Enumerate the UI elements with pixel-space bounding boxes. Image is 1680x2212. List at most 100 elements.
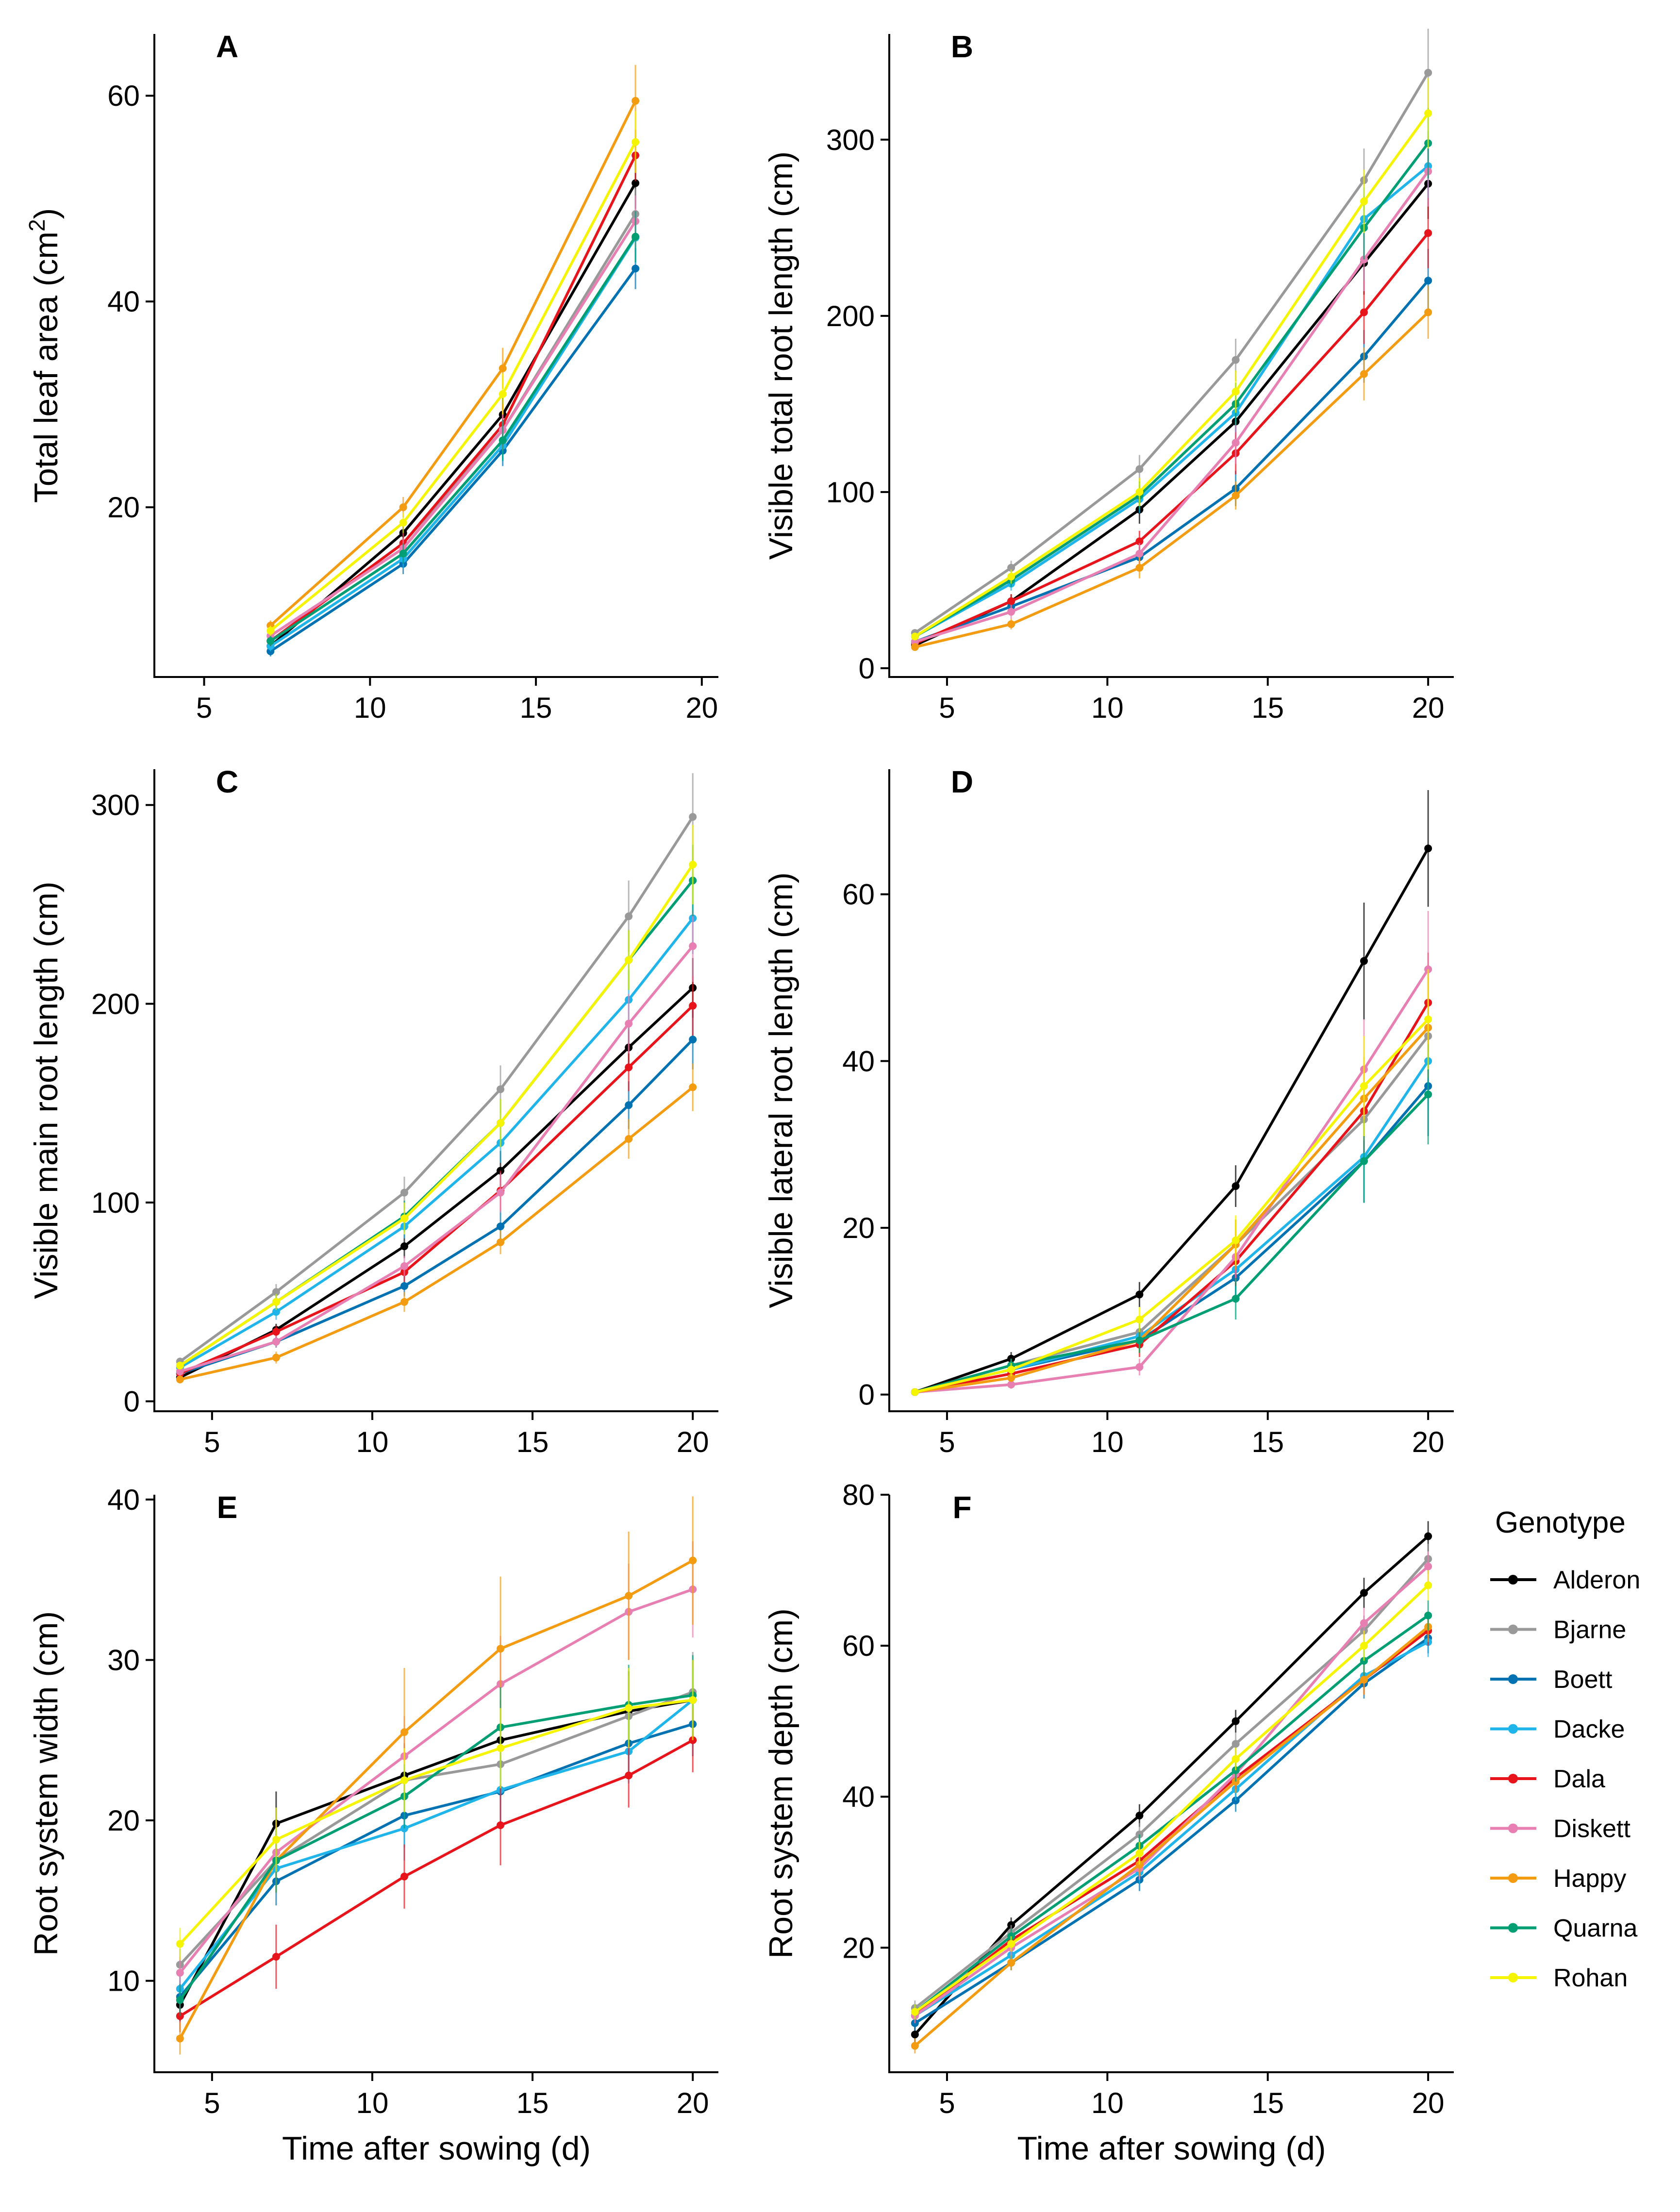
series-line xyxy=(180,1086,694,1381)
series-line xyxy=(179,987,694,1379)
data-point xyxy=(176,1375,184,1384)
series-line xyxy=(269,182,637,647)
series-rohan xyxy=(911,969,1432,1396)
y-tick-label: 100 xyxy=(91,1187,140,1219)
panel-e: 5 10 15 20 10 20 30 40 E Root system width (cm) Ti… xyxy=(28,1484,718,2167)
series-line xyxy=(914,1640,1429,2017)
data-point xyxy=(1424,68,1432,77)
data-point xyxy=(266,627,275,635)
legend-swatch-point xyxy=(1508,1973,1518,1982)
data-point xyxy=(1231,1717,1240,1725)
legend-label: Boett xyxy=(1553,1666,1613,1694)
series-line xyxy=(914,1637,1429,2025)
data-point xyxy=(689,860,697,869)
panel-a: 5 10 15 20 20 40 60 A Total leaf area (cm2) xyxy=(24,29,718,724)
data-point xyxy=(911,2042,919,2050)
data-point xyxy=(400,1728,408,1736)
data-point xyxy=(1360,1642,1368,1650)
panel-letter: C xyxy=(216,764,238,799)
legend-label: Dacke xyxy=(1553,1716,1625,1744)
data-point xyxy=(1360,957,1368,965)
x-tick-label: 5 xyxy=(204,2087,220,2119)
series-line xyxy=(269,220,637,637)
series-line xyxy=(269,100,637,627)
legend-items: Alderon Bjarne Boett Dacke Dala Diskett Happy Q… xyxy=(1490,1566,1640,1992)
data-point xyxy=(272,1354,280,1362)
data-point xyxy=(1135,1336,1144,1344)
data-point xyxy=(1007,620,1015,628)
data-point xyxy=(1007,573,1015,581)
legend-swatch-point xyxy=(1508,1873,1518,1883)
series-dacke xyxy=(911,131,1432,641)
data-point xyxy=(632,232,640,241)
series-line xyxy=(179,1699,694,1990)
data-point xyxy=(272,1308,280,1316)
data-point xyxy=(1135,1812,1144,1820)
series-line xyxy=(914,280,1430,643)
data-point xyxy=(625,1592,633,1600)
y-axis-title: Root system width (cm) xyxy=(28,1611,65,1956)
data-point xyxy=(1360,1157,1368,1165)
data-point xyxy=(1360,1082,1368,1090)
legend-swatch-point xyxy=(1508,1774,1518,1783)
data-point xyxy=(497,1645,505,1653)
data-point xyxy=(1007,1374,1015,1382)
y-tick-label: 200 xyxy=(826,300,875,332)
data-point xyxy=(1135,563,1144,572)
y-tick-label: 0 xyxy=(124,1386,140,1418)
panel-d: 5 10 15 20 0 20 40 60 D Visible lateral root leng… xyxy=(763,764,1454,1458)
data-point xyxy=(632,264,640,273)
data-point xyxy=(1231,1236,1240,1244)
legend-item-happy: Happy xyxy=(1490,1865,1626,1893)
series-line xyxy=(914,182,1430,647)
series-boett xyxy=(176,1692,697,2013)
data-point xyxy=(1135,488,1144,496)
y-tick-label: 0 xyxy=(859,652,875,685)
y-axis-title: Visible main root length (cm) xyxy=(28,881,65,1299)
series-quarna xyxy=(176,1655,697,2016)
legend-swatch-point xyxy=(1508,1674,1518,1684)
series-line xyxy=(914,847,1430,1394)
legend-swatch-point xyxy=(1508,1823,1518,1833)
series-alderon xyxy=(176,1660,697,2021)
data-point xyxy=(1424,1532,1432,1540)
y-tick-label: 30 xyxy=(107,1644,140,1676)
data-point xyxy=(499,364,507,372)
data-point xyxy=(497,1119,505,1127)
series-line xyxy=(179,1691,694,1966)
x-axis-title: Time after sowing (d) xyxy=(1017,2130,1326,2167)
series-happy xyxy=(911,286,1432,651)
series-line xyxy=(179,917,694,1369)
x-tick-label: 5 xyxy=(196,692,212,724)
data-point xyxy=(1231,1295,1240,1303)
data-point xyxy=(497,1085,505,1093)
legend-label: Happy xyxy=(1553,1865,1626,1893)
series-line xyxy=(179,1699,693,1945)
data-point xyxy=(1231,1740,1240,1748)
x-tick-label: 20 xyxy=(685,692,718,724)
legend: Genotype Alderon Bjarne Boett Dacke Dala Disk… xyxy=(1490,1506,1640,1992)
x-tick-label: 20 xyxy=(1412,692,1445,724)
series-line xyxy=(269,141,637,632)
series-line xyxy=(914,1626,1429,2047)
series-happy xyxy=(911,977,1432,1396)
legend-swatch-point xyxy=(1508,1624,1518,1634)
series-quarna xyxy=(911,108,1432,641)
data-point xyxy=(399,519,407,527)
data-point xyxy=(689,1036,697,1044)
data-point xyxy=(1424,1015,1432,1023)
x-tick-label: 10 xyxy=(356,2087,389,2119)
series-line xyxy=(915,311,1430,648)
x-tick-label: 10 xyxy=(1091,1426,1124,1458)
series-line xyxy=(914,112,1430,638)
series-line xyxy=(269,237,637,647)
series-line xyxy=(915,1093,1430,1394)
data-point xyxy=(689,1002,697,1010)
y-tick-label: 40 xyxy=(842,1781,875,1813)
data-point xyxy=(911,1388,919,1396)
legend-label: Dala xyxy=(1553,1765,1605,1793)
y-tick-label: 0 xyxy=(859,1379,875,1411)
data-point xyxy=(176,1969,184,1977)
